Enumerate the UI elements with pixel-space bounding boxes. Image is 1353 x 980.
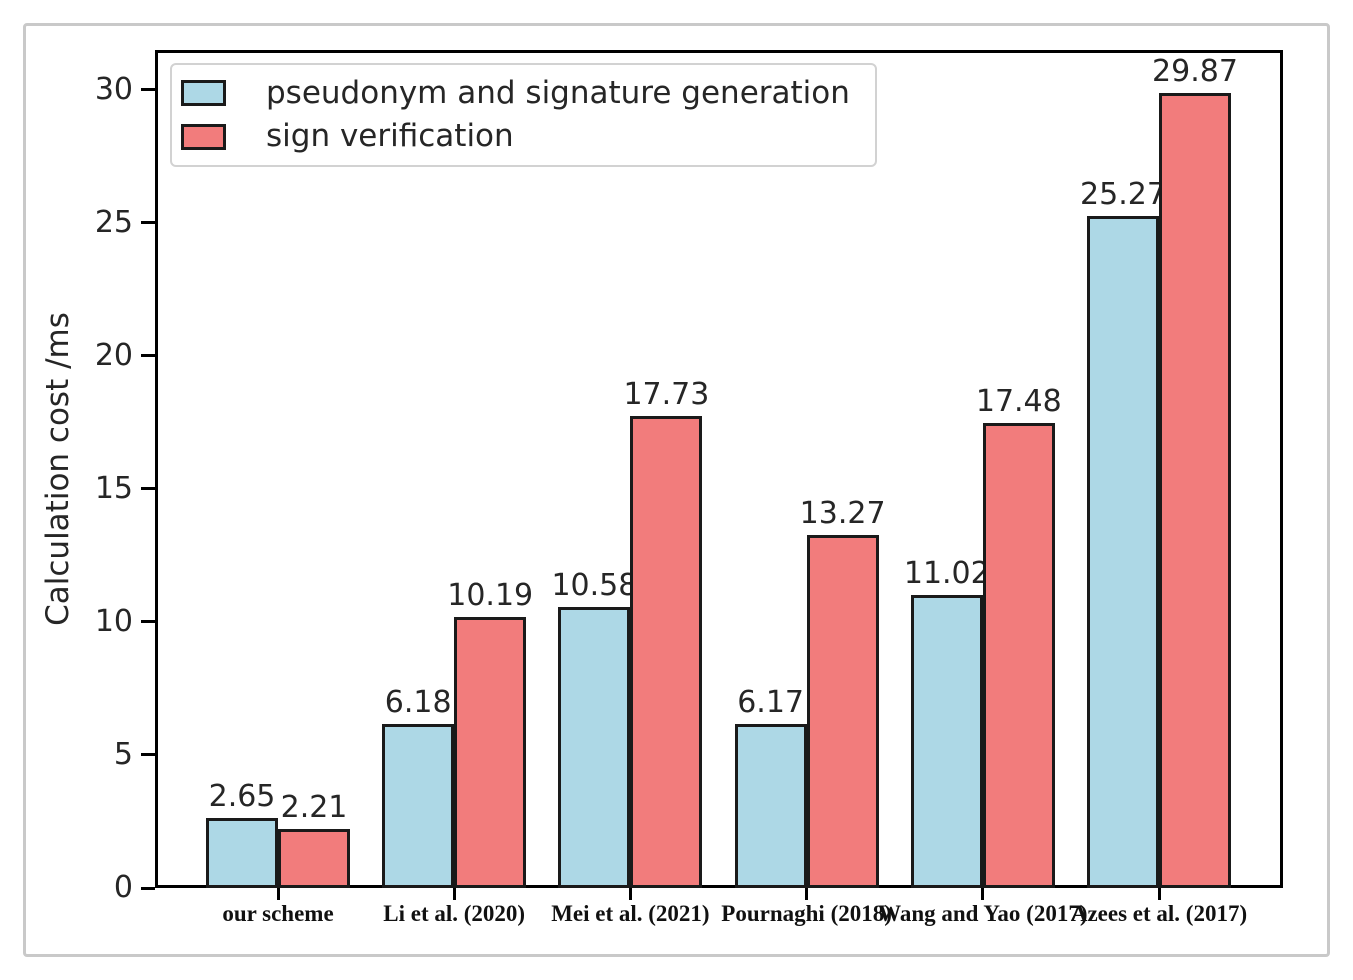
bar-value-label: 2.65 (208, 778, 276, 814)
bar-value-label: 29.87 (1152, 54, 1238, 90)
bar-value-label: 17.48 (975, 383, 1062, 419)
y-tick-label: 30 (94, 71, 133, 107)
bar-value-label: 6.18 (384, 684, 452, 720)
bar-pseudonym-generation (558, 606, 631, 888)
bar-value-label: 25.27 (1080, 176, 1166, 212)
bar-value-label: 2.21 (280, 790, 348, 826)
y-tick-label: 10 (94, 603, 133, 639)
legend-item-pseudonym: pseudonym and signature generation (181, 74, 875, 111)
x-category-label: Wang and Yao (2017) (878, 901, 1088, 926)
bar-value-label: 10.19 (447, 577, 534, 613)
legend-item-sign-verification: sign verification (181, 121, 875, 152)
x-category-label: Pournaghi (2018) (721, 901, 892, 926)
bar-sign-verification (630, 416, 703, 888)
x-tick-mark (805, 888, 809, 900)
legend-label: pseudonym and signature generation (266, 74, 850, 111)
x-tick-mark (1157, 888, 1161, 900)
y-tick-mark (141, 221, 155, 225)
y-tick-label: 15 (94, 470, 133, 506)
legend-label: sign verification (266, 118, 514, 155)
bar-sign-verification (982, 422, 1055, 888)
bar-pseudonym-generation (1087, 215, 1159, 888)
y-tick-mark (141, 753, 155, 757)
bar-value-label: 17.73 (623, 377, 710, 413)
bar-pseudonym-generation (382, 723, 455, 888)
y-tick-label: 20 (94, 337, 133, 373)
y-tick-mark (141, 354, 155, 358)
bar-sign-verification (454, 616, 527, 888)
legend-swatch-red (181, 123, 226, 150)
bar-value-label: 6.17 (737, 684, 804, 720)
bar-sign-verification (806, 534, 879, 888)
y-tick-label: 25 (94, 204, 133, 240)
bar-pseudonym-generation (206, 817, 278, 888)
bar-pseudonym-generation (734, 723, 807, 888)
x-tick-mark (981, 888, 985, 900)
bar-value-label: 10.58 (551, 567, 638, 603)
y-tick-mark (141, 620, 155, 624)
y-tick-mark (141, 487, 155, 491)
bar-pseudonym-generation (910, 594, 983, 888)
legend-swatch-blue (181, 80, 226, 107)
bar-value-label: 13.27 (799, 495, 886, 531)
bar-sign-verification (1159, 93, 1231, 888)
legend: pseudonym and signature generation sign … (170, 63, 877, 167)
bar-sign-verification (278, 829, 350, 888)
x-category-label: our scheme (222, 901, 334, 926)
y-tick-label: 5 (113, 736, 133, 772)
y-tick-mark (141, 88, 155, 92)
x-category-label: Li et al. (2020) (383, 901, 526, 926)
x-category-label: Mei et al. (2021) (551, 901, 710, 926)
x-tick-mark (628, 888, 632, 900)
x-category-label: Azees et al. (2017) (1070, 901, 1248, 926)
y-tick-label: 0 (113, 870, 133, 905)
y-tick-mark (141, 886, 155, 890)
bar-value-label: 11.02 (903, 555, 990, 591)
x-tick-mark (452, 888, 456, 900)
x-tick-mark (276, 888, 280, 900)
